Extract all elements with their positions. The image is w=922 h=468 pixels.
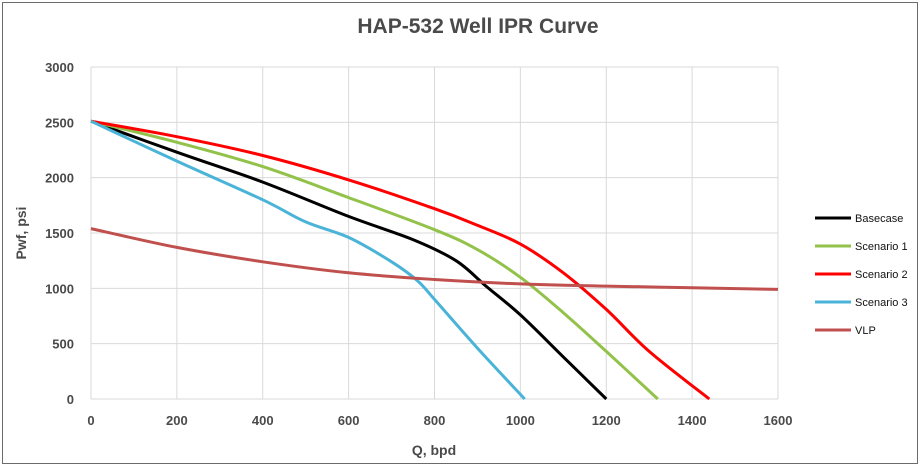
- x-tick-label: 600: [338, 413, 360, 428]
- y-tick-label: 1000: [45, 281, 74, 296]
- legend-label-scenario-3: Scenario 3: [855, 297, 908, 309]
- y-tick-label: 1500: [45, 226, 74, 241]
- y-tick-label: 2000: [45, 171, 74, 186]
- x-tick-label: 1600: [764, 413, 793, 428]
- legend-label-scenario-2: Scenario 2: [855, 269, 908, 281]
- y-tick-label: 0: [67, 392, 74, 407]
- y-tick-label: 500: [52, 337, 74, 352]
- x-axis-title: Q, bpd: [412, 442, 456, 458]
- legend-label-scenario-1: Scenario 1: [855, 241, 908, 253]
- x-tick-label: 800: [424, 413, 446, 428]
- chart-title: HAP-532 Well IPR Curve: [357, 15, 598, 38]
- x-tick-label: 400: [252, 413, 274, 428]
- y-tick-label: 2500: [45, 115, 74, 130]
- legend-label-basecase: Basecase: [855, 213, 903, 225]
- x-tick-label: 1000: [506, 413, 535, 428]
- series-line-scenario-2: [90, 119, 711, 401]
- series-line-basecase: [90, 119, 608, 401]
- legend: Basecase Scenario 1 Scenario 2 Scenario 3 VL…: [815, 213, 908, 337]
- tick-labels: 0 200 400 600 800 1000 1200 1400 1600 0 500 1000 150…: [45, 60, 792, 428]
- x-tick-label: 1400: [678, 413, 707, 428]
- series-line-scenario-1: [90, 119, 659, 401]
- x-tick-label: 1200: [592, 413, 621, 428]
- series-line-scenario-3: [90, 119, 526, 401]
- legend-label-vlp: VLP: [855, 325, 876, 337]
- x-tick-label: 0: [87, 413, 94, 428]
- y-tick-label: 3000: [45, 60, 74, 75]
- grid-lines: [90, 66, 779, 400]
- series-line-vlp: [90, 227, 779, 291]
- y-axis-title: Pwf, psi: [13, 207, 29, 260]
- x-tick-label: 200: [166, 413, 188, 428]
- series-lines: [90, 119, 779, 401]
